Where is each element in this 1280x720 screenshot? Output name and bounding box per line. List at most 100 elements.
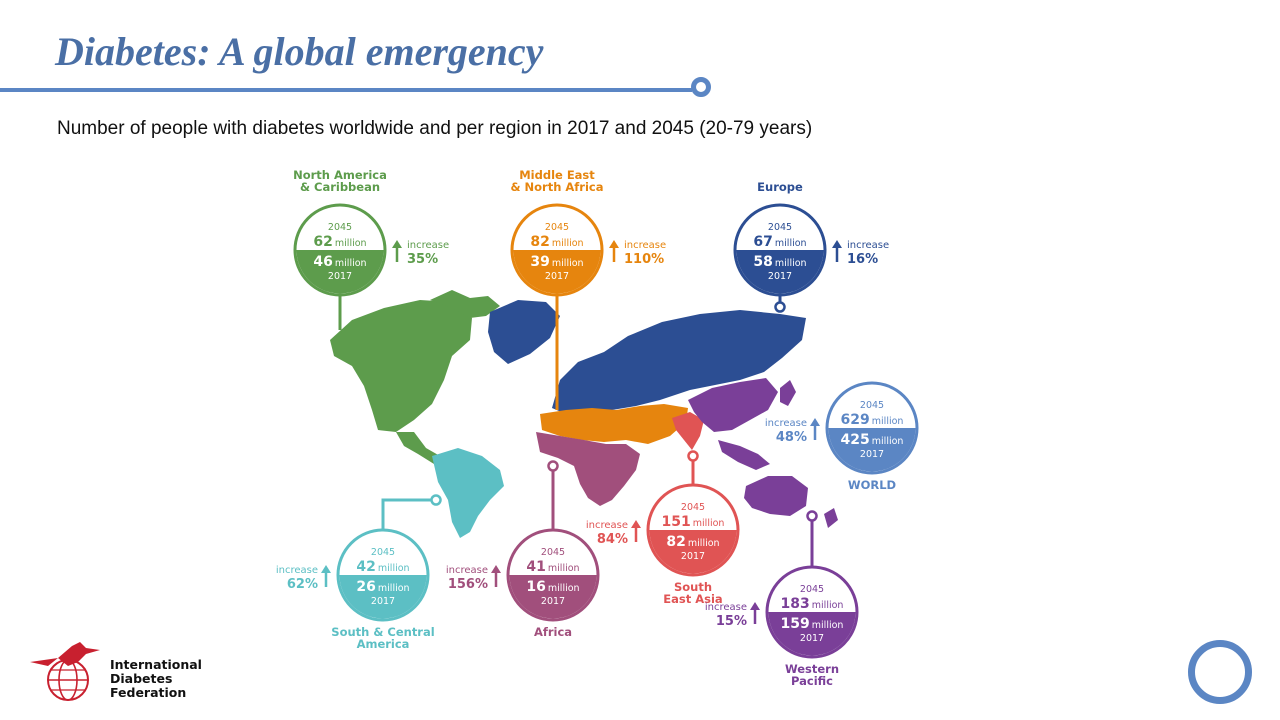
region-name-world: WORLD: [848, 478, 896, 492]
idf-logo: International Diabetes Federation: [28, 636, 208, 704]
map-east-asia: [688, 378, 778, 432]
region-name-south_central_america: America: [357, 637, 410, 651]
increase-percent: 62%: [287, 577, 318, 592]
map-greenland: [488, 300, 560, 364]
badge-year-2017: 2017: [328, 271, 352, 282]
badge-year-2045: 2045: [541, 547, 565, 558]
hummingbird-globe-icon: [30, 642, 100, 701]
badge-year-2045: 2045: [768, 222, 792, 233]
region-name-north_america: & Caribbean: [300, 180, 380, 194]
map-canada-islands: [430, 290, 500, 318]
badge-lower-fill: [649, 530, 737, 574]
badge-value-2017: 16 million: [526, 579, 579, 595]
badge-lower-fill: [296, 250, 384, 294]
increase-label: increase: [765, 418, 807, 429]
region-name-western_pacific: Pacific: [791, 674, 833, 688]
badge-value-2045: 41 million: [526, 559, 579, 575]
badge-value-2045: 67 million: [753, 234, 806, 250]
badge-value-2017: 82 million: [666, 534, 719, 550]
badge-value-2045: 62 million: [313, 234, 366, 250]
badge-lower-fill: [339, 575, 427, 619]
region-name-south_central_america: South & Central: [331, 625, 434, 639]
connector-dot-south_central_america: [430, 494, 442, 506]
up-arrow-icon: [321, 565, 331, 573]
map-new-zealand: [824, 508, 838, 528]
badge-value-2017: 159 million: [781, 616, 844, 632]
world-map: [330, 290, 838, 538]
map-south-east-asia: [672, 412, 704, 450]
badge-year-2045: 2045: [328, 222, 352, 233]
badge-value-2045: 42 million: [356, 559, 409, 575]
map-japan: [780, 380, 796, 406]
connector-dot-africa: [547, 460, 559, 472]
badge-year-2045: 2045: [545, 222, 569, 233]
map-central-america: [396, 432, 440, 464]
map-africa: [536, 432, 640, 506]
logo-line-2: Diabetes: [110, 671, 173, 686]
map-europe: [552, 310, 806, 414]
up-arrow-icon: [631, 520, 641, 528]
connector-dot-europe: [774, 301, 786, 313]
title-underline-knob: [691, 77, 711, 97]
increase-percent: 84%: [597, 532, 628, 547]
region-name-mena: & North Africa: [510, 180, 603, 194]
badge-lower-fill: [509, 575, 597, 619]
region-name-south_east_asia: South: [674, 580, 712, 594]
badge-value-2045: 629 million: [841, 412, 904, 428]
increase-label: increase: [276, 565, 318, 576]
badge-value-2045: 151 million: [662, 514, 725, 530]
badge-lower-fill: [736, 250, 824, 294]
badge-value-2017: 26 million: [356, 579, 409, 595]
badge-year-2017: 2017: [545, 271, 569, 282]
badge-lower-fill: [768, 612, 856, 656]
map-australia: [744, 476, 808, 516]
map-north-america: [330, 300, 472, 432]
badge-value-2017: 425 million: [841, 432, 904, 448]
badge-value-2017: 58 million: [753, 254, 806, 270]
increase-label: increase: [446, 565, 488, 576]
logo-line-1: International: [110, 657, 202, 672]
increase-label: increase: [705, 602, 747, 613]
up-arrow-icon: [810, 418, 820, 426]
badge-year-2045: 2045: [681, 502, 705, 513]
region-name-western_pacific: Western: [785, 662, 839, 676]
badge-year-2045: 2045: [371, 547, 395, 558]
badge-year-2017: 2017: [371, 596, 395, 607]
badge-year-2017: 2017: [541, 596, 565, 607]
up-arrow-icon: [491, 565, 501, 573]
increase-percent: 110%: [624, 252, 664, 267]
increase-percent: 15%: [716, 614, 747, 629]
region-name-europe: Europe: [757, 180, 803, 194]
region-name-north_america: North America: [293, 168, 387, 182]
logo-line-3: Federation: [110, 685, 187, 700]
badge-year-2045: 2045: [800, 584, 824, 595]
map-se-asia-islands: [718, 440, 770, 470]
connector-dot-south_east_asia: [687, 450, 699, 462]
corner-ring-decoration: [1188, 640, 1252, 704]
increase-label: increase: [407, 240, 449, 251]
badge-year-2017: 2017: [800, 633, 824, 644]
badge-value-2017: 46 million: [313, 254, 366, 270]
badge-lower-fill: [828, 428, 916, 472]
slide-subtitle: Number of people with diabetes worldwide…: [57, 118, 813, 139]
up-arrow-icon: [609, 240, 619, 248]
region-name-africa: Africa: [534, 625, 572, 639]
title-underline: [0, 88, 692, 92]
badge-value-2017: 39 million: [530, 254, 583, 270]
connector-dot-western_pacific: [806, 510, 818, 522]
